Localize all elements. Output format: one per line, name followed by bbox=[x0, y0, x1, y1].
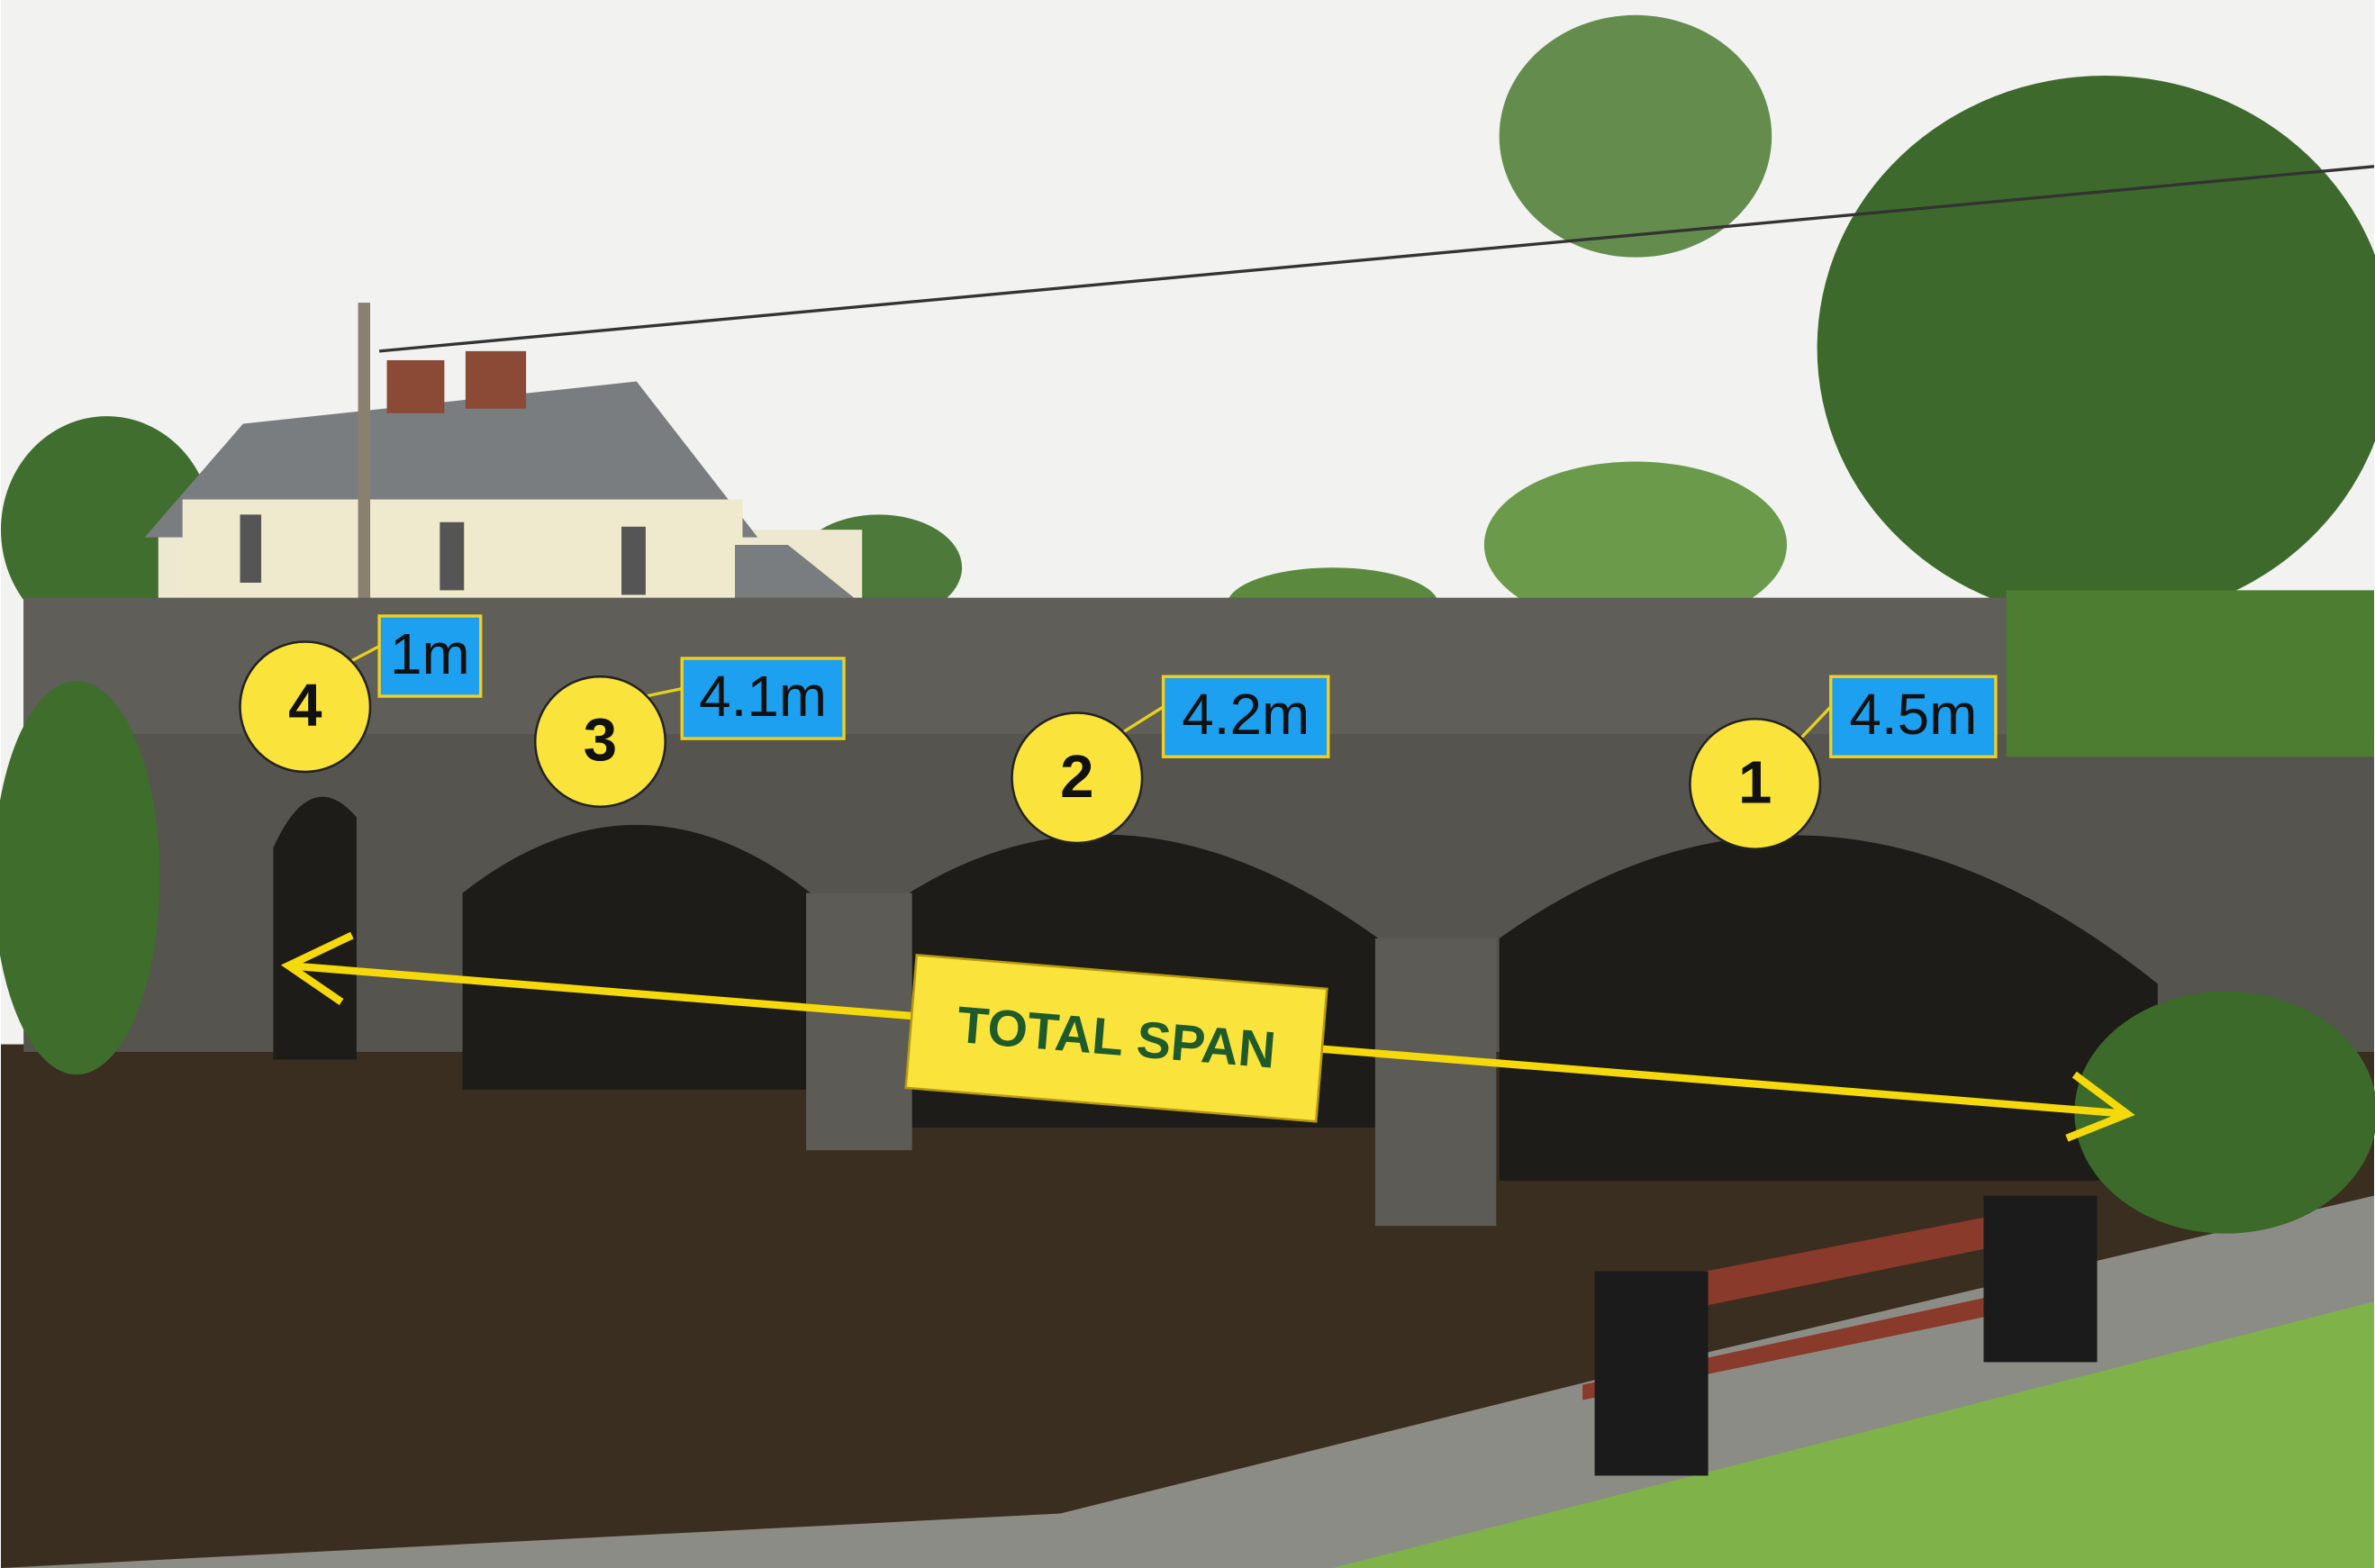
span-length: 4.1m bbox=[699, 664, 827, 729]
span-length: 1m bbox=[390, 621, 470, 686]
span-number: 1 bbox=[1738, 749, 1772, 817]
span-number: 3 bbox=[584, 707, 617, 775]
span-number: 4 bbox=[288, 672, 322, 739]
span-length: 4.5m bbox=[1849, 682, 1977, 747]
photo: TOTAL SPAN 41m34.1m24.2m14.5m bbox=[0, 0, 2375, 1568]
span-number: 2 bbox=[1060, 743, 1093, 811]
page: TOTAL SPAN 41m34.1m24.2m14.5m (() => { c… bbox=[0, 0, 2375, 1568]
span-length: 4.2m bbox=[1182, 682, 1310, 747]
